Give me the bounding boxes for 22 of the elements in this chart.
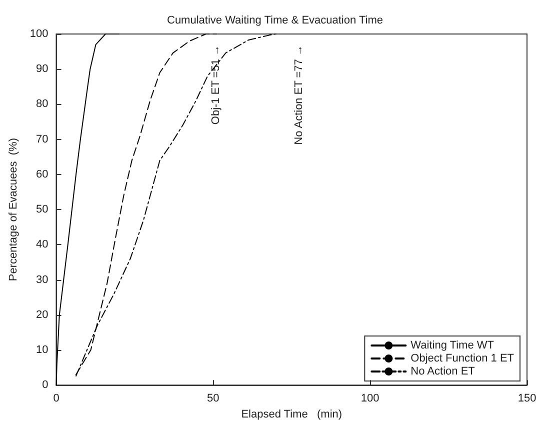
legend-label: No Action ET [410,366,476,378]
y-tick-label: 50 [36,204,48,216]
y-tick-label: 10 [36,344,48,356]
x-tick-label: 50 [207,392,220,405]
x-tick-label: 100 [360,392,380,405]
legend-label: Waiting Time WT [410,340,494,352]
y-tick-label: 100 [30,28,48,40]
y-tick-label: 0 [42,379,48,392]
x-axis-title: Elapsed Time (min) [241,408,342,420]
y-tick-label: 90 [36,63,48,76]
y-tick-label: 80 [36,98,48,110]
annotation: No Action ET =77 → [293,45,305,145]
y-tick-label: 40 [36,238,48,251]
y-tick-label: 70 [36,133,48,146]
y-axis-title: Percentage of Evacuees (%) [8,138,20,282]
y-tick-label: 20 [36,308,48,321]
x-tick-label: 0 [53,392,60,405]
y-tick-label: 60 [36,168,48,180]
x-tick-label: 150 [518,392,536,405]
y-tick-label: 30 [36,274,48,286]
legend-label: Object Function 1 ET [410,352,514,364]
chart-title: Cumulative Waiting Time & Evacuation Time [166,14,384,26]
